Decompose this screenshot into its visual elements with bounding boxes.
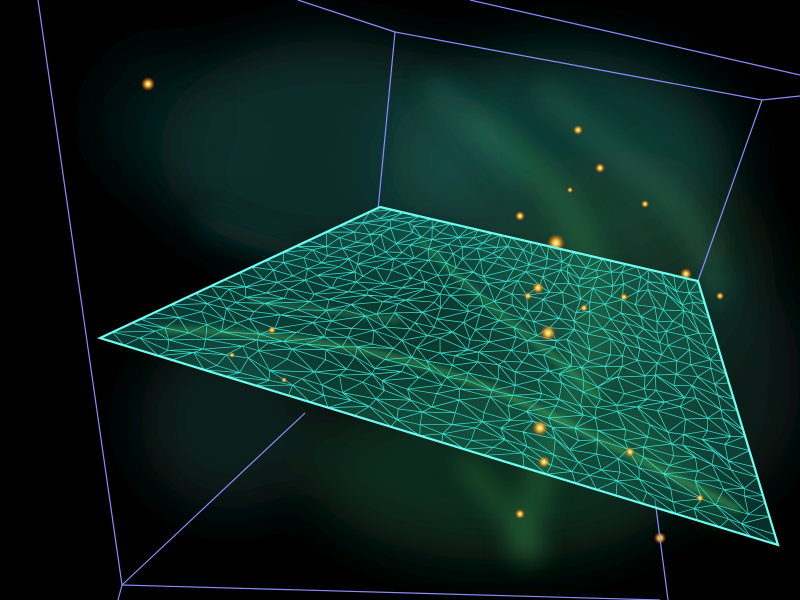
triangulated-slice-plane [96,205,780,547]
wireframe-bounding-box [37,0,800,600]
